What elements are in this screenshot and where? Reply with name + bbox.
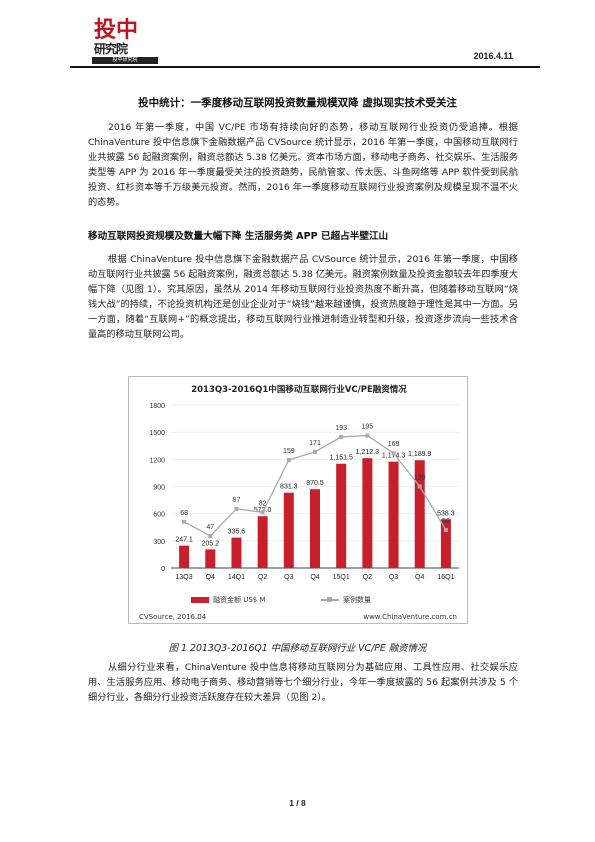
bar-value-label: 831.3 — [280, 484, 298, 491]
y-tick-label: 1800 — [149, 403, 165, 410]
brand-logo: 投中 研究院 投中研究院 — [92, 14, 158, 64]
section1-text: 根据 ChinaVenture 投中信息旗下金融数据产品 CVSource 统计… — [88, 254, 518, 340]
x-tick-label: Q4 — [415, 574, 424, 581]
report-date: 2016.4.11 — [473, 51, 513, 61]
bar-q4 — [205, 549, 216, 568]
bar-q3 — [388, 461, 399, 568]
y-tick-label: 900 — [153, 485, 165, 492]
bar-value-label: 247.1 — [175, 537, 193, 544]
chart-svg: 0 300 600 900 1200 1500 1800 247.1 13Q3 205.2 Q4 33… — [149, 403, 459, 581]
line-point — [365, 433, 370, 438]
section2-paragraph: 从细分行业来看，ChinaVenture 投中信息将移动互联网分为基础应用、工具… — [88, 660, 518, 705]
intro-text: 2016 年第一季度，中国 VC/PE 市场有持续向好的态势，移动互联网行业投资… — [88, 122, 518, 208]
bar-q3 — [283, 492, 294, 568]
line-point — [417, 484, 422, 489]
page-header: 投中 研究院 投中研究院 2016.4.11 — [0, 0, 595, 72]
line-value-label: 193 — [335, 425, 347, 432]
line-point — [443, 527, 448, 532]
chart-figure: 2013Q3-2016Q1中国移动互联网行业VC/PE融资情况 0 300 600 9… — [128, 376, 468, 624]
line-value-label: 87 — [233, 497, 241, 504]
y-tick-label: 600 — [153, 512, 165, 519]
figure-caption: 图 1 2013Q3-2016Q1 中国移动互联网行业 VC/PE 融资情况 — [168, 643, 427, 654]
intro-paragraph: 2016 年第一季度，中国 VC/PE 市场有持续向好的态势，移动互联网行业投资… — [88, 120, 518, 210]
bar-14q1 — [231, 537, 242, 568]
bar-value-label: 1,189.9 — [408, 451, 431, 458]
header-divider — [70, 66, 540, 68]
x-tick-label: Q2 — [363, 574, 372, 581]
section1-paragraph: 根据 ChinaVenture 投中信息旗下金融数据产品 CVSource 统计… — [88, 252, 518, 342]
line-value-label: 120 — [414, 475, 426, 482]
logo-text-tiny: 投中研究院 — [92, 57, 158, 64]
legend-bar-swatch — [191, 597, 209, 603]
bar-q4 — [310, 489, 320, 568]
bar-value-label: 1,174.3 — [382, 453, 405, 460]
article-title: 投中统计：一季度移动互联网投资数量规模双降 虚拟现实技术受关注 — [138, 97, 457, 109]
bar-15q1 — [336, 463, 347, 568]
x-tick-label: Q3 — [284, 574, 293, 581]
x-tick-label: Q4 — [310, 574, 319, 581]
line-point — [260, 510, 265, 515]
line-point — [313, 449, 317, 454]
x-tick-label: Q2 — [258, 574, 267, 581]
bar-q2 — [362, 458, 373, 568]
section2-text: 从细分行业来看，ChinaVenture 投中信息将移动互联网分为基础应用、工具… — [88, 662, 518, 703]
y-tick-label: 0 — [161, 566, 165, 573]
y-tick-label: 1200 — [149, 457, 165, 464]
x-tick-label: Q3 — [389, 574, 398, 581]
y-tick-label: 1500 — [149, 430, 165, 437]
line-point — [208, 534, 213, 539]
line-point — [234, 506, 239, 511]
line-point — [339, 434, 344, 439]
line-value-label: 195 — [362, 424, 374, 431]
bar-q2 — [257, 516, 268, 568]
chart-title: 2013Q3-2016Q1中国移动互联网行业VC/PE融资情况 — [191, 385, 407, 395]
bar-value-label: 335.6 — [228, 529, 246, 536]
line-point — [286, 458, 291, 463]
page-number: 1 / 8 — [289, 798, 306, 808]
chart-source: CVSource, 2016.04 — [139, 613, 207, 621]
bar-value-label: 1,151.5 — [330, 455, 353, 462]
x-tick-label: 14Q1 — [228, 574, 245, 581]
bar-value-label: 1,212.3 — [356, 449, 379, 456]
legend-line-label: 案例数量 — [343, 596, 371, 604]
line-value-label: 68 — [180, 510, 188, 517]
logo-text-sub: 研究院 — [94, 42, 128, 56]
y-tick-label: 300 — [153, 539, 165, 546]
x-tick-label: 13Q3 — [176, 574, 193, 581]
bar-value-label: 538.3 — [437, 510, 455, 517]
chart-source-url: www.ChinaVenture.com.cn — [363, 613, 457, 621]
section-heading: 移动互联网投资规模及数量大幅下降 生活服务类 APP 已超占半壁江山 — [88, 231, 389, 242]
line-point — [391, 451, 396, 456]
bar-value-label: 870.5 — [306, 480, 324, 487]
line-value-label: 171 — [309, 440, 321, 447]
line-point — [182, 519, 187, 524]
x-tick-label: 16Q1 — [437, 574, 454, 581]
bar-q4 — [414, 460, 425, 568]
line-value-label: 56 — [442, 518, 450, 525]
line-value-label: 82 — [259, 500, 267, 507]
legend-line-swatch — [321, 597, 339, 602]
x-tick-label: 15Q1 — [333, 574, 350, 581]
x-tick-label: Q4 — [206, 574, 215, 581]
bar-value-label: 205.2 — [202, 540, 220, 547]
line-value-label: 47 — [206, 524, 214, 531]
line-value-label: 159 — [283, 448, 295, 455]
logo-text-big: 投中 — [94, 17, 139, 43]
bar-16q1 — [440, 519, 451, 568]
line-value-label: 169 — [388, 441, 400, 448]
legend-bar: 融资金额 US$ M — [191, 595, 266, 605]
bar-13q3 — [179, 545, 190, 568]
legend-line: 案例数量 — [321, 595, 371, 605]
legend-bar-label: 融资金额 US$ M — [213, 596, 266, 604]
